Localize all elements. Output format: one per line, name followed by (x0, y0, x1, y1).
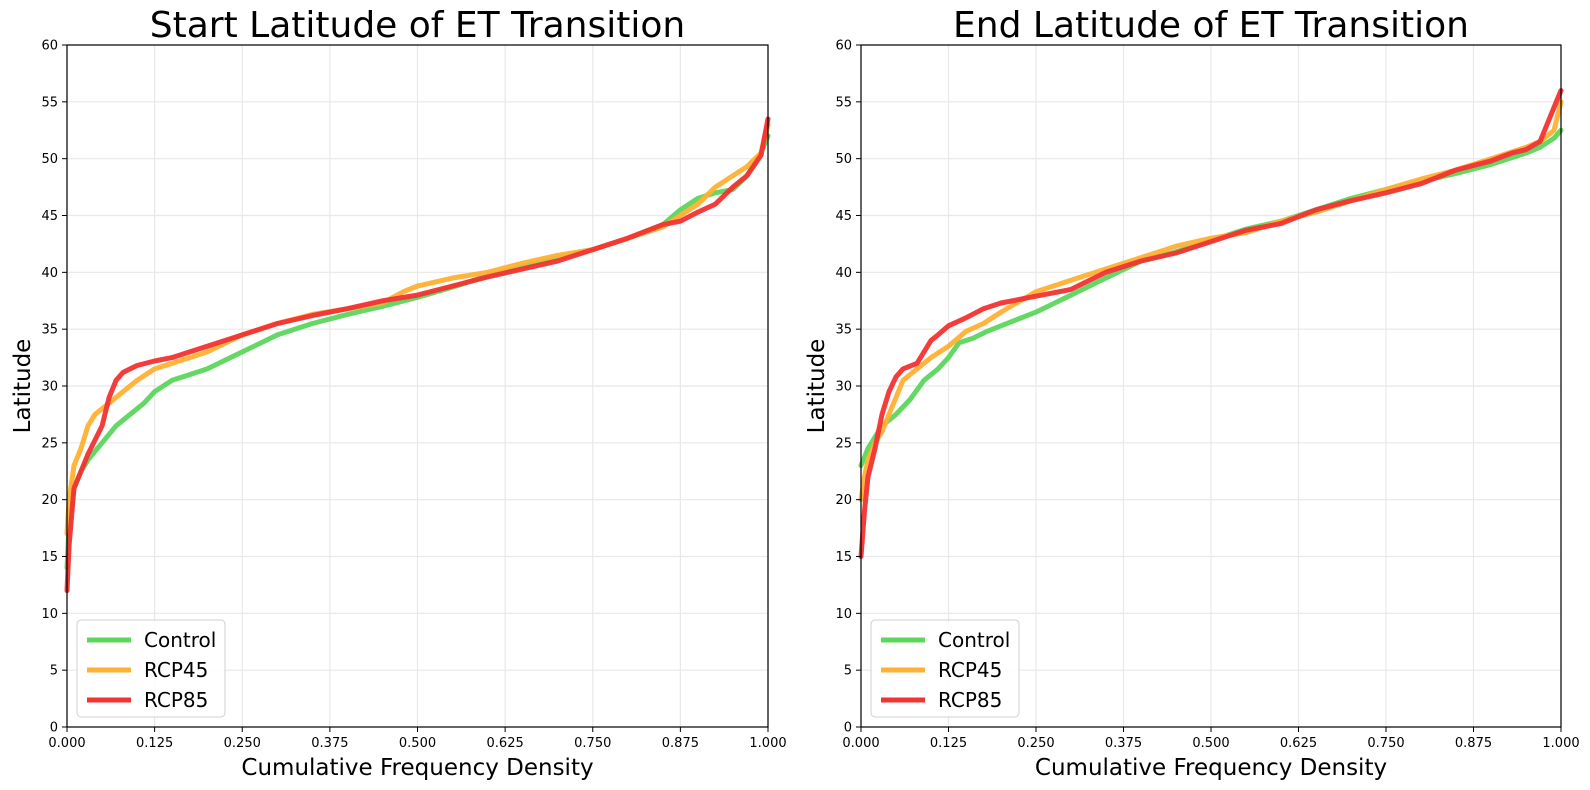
y-tick-label: 40 (835, 266, 852, 281)
x-tick-label: 0.750 (1367, 736, 1404, 751)
chart-title: End Latitude of ET Transition (953, 5, 1469, 46)
y-tick-label: 10 (41, 607, 58, 622)
y-axis-label: Latitude (10, 339, 36, 434)
y-tick-label: 15 (41, 550, 58, 565)
legend: Control RCP45 RCP85 (870, 619, 1020, 718)
x-tick-label: 0.625 (1280, 736, 1317, 751)
y-tick-label: 0 (50, 721, 58, 736)
y-tick-label: 55 (835, 95, 852, 110)
y-tick-label: 55 (41, 95, 58, 110)
x-tick-label: 0.500 (1192, 736, 1229, 751)
x-tick-label: 0.875 (1455, 736, 1492, 751)
legend-box (76, 619, 226, 718)
series-line-control (858, 127, 1564, 469)
legend-label-rcp45: RCP45 (144, 658, 208, 682)
x-tick-label: 1.000 (749, 736, 786, 751)
x-tick-label: 0.375 (1105, 736, 1142, 751)
y-tick-label: 50 (41, 152, 58, 167)
x-tick-label: 0.250 (224, 736, 261, 751)
start-latitude-panel: 0.000 0.125 0.250 0.375 0.500 0.625 0.750 0.875… (10, 5, 787, 781)
y-tick-label: 35 (41, 323, 58, 338)
y-tick-label: 45 (41, 209, 58, 224)
x-tick-label: 0.375 (311, 736, 348, 751)
series-line-rcp85 (858, 88, 1564, 559)
y-tick-label: 15 (835, 550, 852, 565)
y-tick-label: 60 (835, 39, 852, 54)
y-tick-label: 60 (41, 39, 58, 54)
x-tick-label: 0.750 (574, 736, 611, 751)
y-tick-label: 5 (844, 664, 852, 679)
y-axis-label: Latitude (804, 339, 830, 434)
y-tick-label: 45 (835, 209, 852, 224)
legend-label-rcp85: RCP85 (938, 688, 1002, 712)
x-axis-label: Cumulative Frequency Density (241, 755, 593, 781)
series-line-rcp85 (64, 116, 771, 594)
y-tick-label: 5 (50, 664, 58, 679)
series-line-control (64, 133, 771, 571)
x-tick-label: 0.500 (399, 736, 436, 751)
y-tick-label: 40 (41, 266, 58, 281)
x-tick-label: 1.000 (1542, 736, 1579, 751)
y-tick-label: 0 (844, 721, 852, 736)
y-tick-label: 35 (835, 323, 852, 338)
x-tick-label: 0.125 (930, 736, 967, 751)
chart-title: Start Latitude of ET Transition (150, 5, 685, 46)
y-tick-label: 20 (835, 493, 852, 508)
x-tick-label: 0.000 (48, 736, 85, 751)
x-tick-label: 0.875 (662, 736, 699, 751)
y-tick-label: 25 (41, 436, 58, 451)
x-tick-label: 0.625 (487, 736, 524, 751)
legend-label-rcp85: RCP85 (144, 688, 208, 712)
y-tick-label: 30 (41, 380, 58, 395)
legend-label-rcp45: RCP45 (938, 658, 1002, 682)
x-tick-label: 0.125 (136, 736, 173, 751)
end-latitude-panel: 0.000 0.125 0.250 0.375 0.500 0.625 0.750 0.875… (804, 5, 1580, 781)
y-tick-label: 25 (835, 436, 852, 451)
x-tick-label: 0.250 (1017, 736, 1054, 751)
legend-label-control: Control (144, 628, 216, 652)
legend-label-control: Control (938, 628, 1010, 652)
x-axis-label: Cumulative Frequency Density (1035, 755, 1387, 781)
y-tick-label: 50 (835, 152, 852, 167)
legend: Control RCP45 RCP85 (76, 619, 226, 718)
y-tick-label: 20 (41, 493, 58, 508)
x-tick-label: 0.000 (842, 736, 879, 751)
y-tick-label: 30 (835, 380, 852, 395)
legend-box (870, 619, 1020, 718)
y-tick-label: 10 (835, 607, 852, 622)
